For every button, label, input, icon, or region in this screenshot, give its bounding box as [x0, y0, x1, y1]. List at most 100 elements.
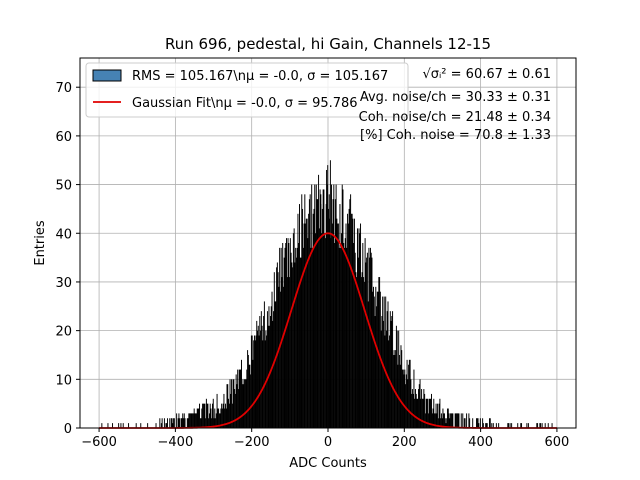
- histogram-bar: [224, 408, 226, 428]
- histogram-bar: [324, 238, 326, 428]
- histogram-bar: [520, 423, 522, 428]
- histogram-bar: [373, 286, 374, 428]
- histogram-bar: [307, 238, 309, 428]
- histogram-bar: [204, 403, 206, 428]
- histogram-bar: [263, 316, 265, 428]
- histogram-bar: [414, 398, 416, 428]
- histogram-bar: [220, 408, 222, 428]
- histogram-bar: [440, 413, 442, 428]
- histogram-bar: [418, 389, 420, 428]
- histogram-bar: [234, 389, 236, 428]
- histogram-bar: [233, 379, 235, 428]
- histogram-bar: [419, 379, 421, 428]
- histogram-bar: [322, 189, 324, 428]
- histogram-bar: [205, 398, 207, 428]
- histogram-bar: [437, 418, 439, 428]
- histogram-bar: [269, 325, 271, 428]
- histogram-bar: [436, 413, 438, 428]
- histogram-bar: [221, 408, 223, 428]
- histogram-bar: [431, 393, 432, 428]
- histogram-bar: [341, 184, 343, 428]
- histogram-bar: [118, 423, 120, 428]
- histogram-bar: [429, 398, 431, 428]
- histogram-bar: [314, 184, 316, 428]
- histogram-bar: [424, 413, 426, 428]
- histogram-bar: [315, 233, 316, 428]
- histogram-bar: [409, 359, 411, 428]
- histogram-bar: [385, 330, 387, 428]
- histogram-bar: [468, 413, 470, 428]
- histogram-bar: [251, 335, 253, 428]
- histogram-bar: [340, 233, 342, 428]
- histogram-bar: [466, 413, 468, 428]
- histogram-bar: [225, 408, 227, 428]
- histogram-bar: [327, 165, 329, 428]
- histogram-bar: [355, 272, 357, 428]
- histogram-bar: [244, 379, 246, 428]
- histogram-bar: [229, 379, 231, 428]
- histogram-bar: [375, 286, 377, 428]
- histogram-bar: [242, 379, 244, 428]
- histogram-bar: [337, 223, 339, 428]
- histogram-bar: [295, 247, 297, 428]
- histogram-bar: [305, 223, 307, 428]
- y-tick-label: 30: [55, 276, 72, 291]
- histogram-bar: [275, 301, 277, 428]
- histogram-bar: [431, 413, 433, 428]
- y-axis-label: Entries: [33, 220, 48, 266]
- histogram-bar: [262, 340, 264, 428]
- histogram-bar: [112, 423, 114, 428]
- histogram-bar: [482, 423, 484, 428]
- histogram-bar: [230, 393, 232, 428]
- histogram-bar: [247, 354, 249, 428]
- histogram-bar: [231, 403, 233, 428]
- histogram-bar: [358, 228, 360, 428]
- x-tick-label: −200: [234, 435, 270, 450]
- histogram-bar: [107, 423, 109, 428]
- sigma-stat: √σᵢ² = 60.67 ± 0.61: [422, 67, 551, 82]
- histogram-bar: [279, 247, 281, 428]
- histogram-bar: [439, 398, 441, 428]
- histogram-bar: [452, 413, 454, 428]
- histogram-bar: [209, 403, 211, 428]
- histogram-bar: [392, 354, 394, 428]
- histogram-bar: [521, 423, 523, 428]
- histogram-bar: [430, 398, 432, 428]
- histogram-bar: [310, 247, 312, 428]
- histogram-bar: [376, 306, 378, 428]
- histogram-bar: [388, 340, 390, 428]
- histogram-bar: [256, 320, 258, 428]
- histogram-bar: [301, 194, 303, 428]
- histogram-bar: [120, 423, 122, 428]
- histogram-bar: [273, 272, 275, 428]
- histogram-bar: [208, 418, 210, 428]
- histogram-bar: [321, 233, 323, 428]
- histogram-bar: [485, 423, 487, 428]
- histogram-bar: [334, 243, 336, 428]
- histogram-bar: [547, 423, 549, 428]
- y-axis-ticks: 0 10 20 30 40 50 60 70: [55, 81, 80, 437]
- histogram-bar: [228, 398, 229, 428]
- x-axis-ticks: −600 −400 −200 0 200 400 600: [81, 428, 569, 450]
- histogram-bar: [404, 369, 406, 428]
- x-tick-label: 600: [545, 435, 570, 450]
- histogram-bar: [279, 291, 281, 428]
- x-axis-label: ADC Counts: [289, 456, 367, 471]
- legend-box: [85, 62, 409, 118]
- histogram-bar: [208, 413, 210, 428]
- histogram-bar: [199, 418, 201, 428]
- histogram-bar: [463, 418, 465, 428]
- y-tick-label: 20: [55, 325, 72, 340]
- histogram-bar: [170, 418, 172, 428]
- histogram-bar: [444, 418, 446, 428]
- histogram-bar: [199, 403, 201, 428]
- histogram-bar: [395, 350, 397, 428]
- x-tick-label: −400: [158, 435, 194, 450]
- histogram-bar: [370, 252, 372, 428]
- histogram-bar: [426, 398, 428, 428]
- histogram-bar: [261, 325, 263, 428]
- histogram-bar: [408, 359, 410, 428]
- histogram-bar: [190, 413, 192, 428]
- histogram-bar: [427, 398, 429, 428]
- histogram-bar: [349, 199, 351, 428]
